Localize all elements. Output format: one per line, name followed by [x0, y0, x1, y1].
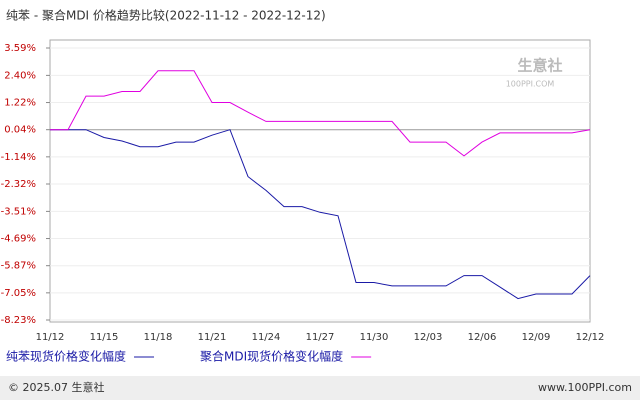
y-tick-label: -2.32% [1, 179, 36, 190]
y-tick-label: 2.40% [4, 70, 36, 81]
x-tick-label: 12/09 [522, 332, 551, 343]
watermark-sub: 100PPI.COM [506, 80, 555, 89]
series-line [50, 70, 591, 157]
x-tick-label: 11/27 [306, 332, 335, 343]
y-tick-label: 0.04% [4, 125, 36, 136]
y-tick-label: 1.22% [4, 98, 36, 109]
x-tick-label: 11/21 [198, 332, 227, 343]
legend-label: 纯苯现货价格变化幅度 [6, 349, 126, 364]
watermark: 生意社 [517, 57, 562, 75]
x-tick-label: 11/30 [360, 332, 389, 343]
x-tick-label: 11/15 [90, 332, 119, 343]
series-line [50, 129, 591, 300]
y-tick-label: -5.87% [1, 261, 36, 272]
x-tick-label: 11/24 [252, 332, 281, 343]
x-tick-label: 12/03 [414, 332, 443, 343]
y-tick-label: -3.51% [1, 206, 36, 217]
y-tick-label: -7.05% [1, 288, 36, 299]
footer-left: © 2025.07 生意社 [8, 380, 104, 394]
legend-label: 聚合MDI现货价格变化幅度 [200, 349, 343, 364]
plot-area [49, 39, 591, 323]
chart-title: 纯苯 - 聚合MDI 价格趋势比较(2022-11-12 - 2022-12-1… [6, 8, 326, 23]
y-tick-label: -4.69% [1, 234, 36, 245]
y-tick-label: 3.59% [4, 43, 36, 54]
y-tick-label: -1.14% [1, 152, 36, 163]
x-tick-label: 12/12 [576, 332, 605, 343]
footer-right: www.100PPI.com [538, 381, 632, 394]
x-tick-label: 11/12 [36, 332, 65, 343]
x-tick-label: 12/06 [468, 332, 497, 343]
x-tick-label: 11/18 [144, 332, 173, 343]
y-tick-label: -8.23% [1, 315, 36, 326]
footer-bar [0, 376, 640, 400]
